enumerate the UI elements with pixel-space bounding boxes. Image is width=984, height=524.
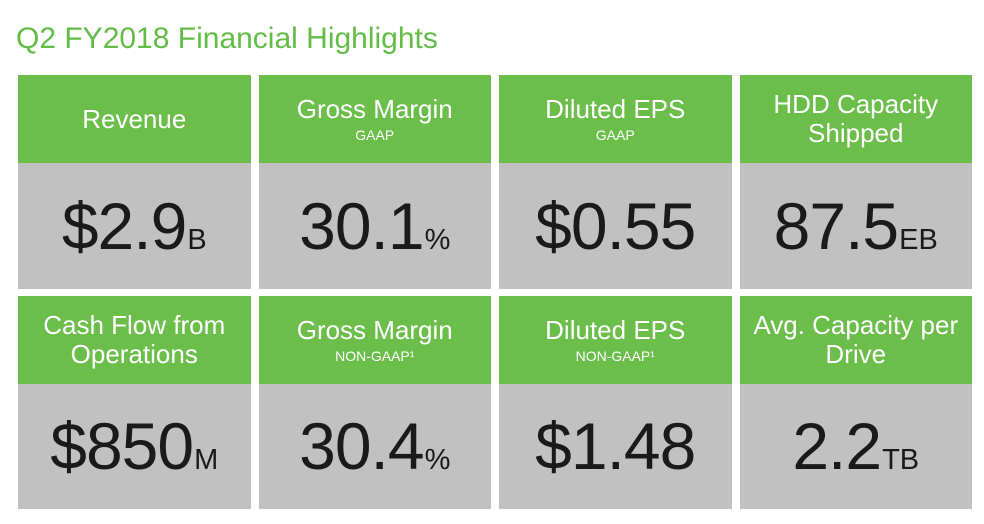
kpi-value-panel: $2.9 B <box>18 163 251 289</box>
kpi-value: $850 M <box>50 408 218 484</box>
kpi-value: 87.5 EB <box>774 188 938 264</box>
kpi-title: Diluted EPS <box>545 314 686 345</box>
kpi-header: Diluted EPS NON-GAAP¹ <box>499 295 732 384</box>
kpi-unit: B <box>187 223 207 256</box>
kpi-header: Gross Margin NON-GAAP¹ <box>258 295 491 384</box>
kpi-tile-gross-margin-non-gaap: Gross Margin NON-GAAP¹ 30.4% <box>258 295 491 509</box>
kpi-header: Avg. Capacity per Drive <box>739 295 972 384</box>
kpi-unit: % <box>424 444 451 477</box>
kpi-header: Diluted EPS GAAP <box>499 75 732 163</box>
kpi-number: $2.9 <box>61 188 187 263</box>
kpi-title: Gross Margin <box>296 94 453 124</box>
kpi-tile-diluted-eps-gaap: Diluted EPS GAAP $0.55 <box>499 75 732 289</box>
kpi-number: 30.4 <box>299 409 424 484</box>
kpi-unit: M <box>194 444 219 477</box>
kpi-tile-revenue: Revenue $2.9 B <box>18 75 251 289</box>
kpi-header: Gross Margin GAAP <box>258 75 491 163</box>
kpi-value-panel: 2.2 TB <box>739 383 972 509</box>
kpi-subtitle: GAAP <box>595 127 635 143</box>
kpi-tile-cash-flow-operations: Cash Flow from Operations $850 M <box>18 295 251 509</box>
kpi-value-panel: $1.48 <box>499 383 732 509</box>
kpi-number: $1.48 <box>535 409 696 484</box>
kpi-number: $0.55 <box>535 188 696 263</box>
kpi-value: $1.48 <box>535 408 696 484</box>
kpi-title: Diluted EPS <box>545 94 686 124</box>
kpi-tile-hdd-capacity-shipped: HDD Capacity Shipped 87.5 EB <box>739 75 972 289</box>
kpi-number: 2.2 <box>792 409 882 484</box>
kpi-value: 30.1% <box>299 188 450 264</box>
kpi-subtitle: NON-GAAP¹ <box>335 347 415 364</box>
kpi-unit: TB <box>882 444 920 477</box>
kpi-title: Cash Flow from Operations <box>43 309 226 369</box>
kpi-grid: Revenue $2.9 B Gross Margin GAAP 30.1% Di… <box>18 75 972 509</box>
kpi-value-panel: 30.4% <box>258 383 491 509</box>
kpi-value: $0.55 <box>535 188 696 264</box>
kpi-header: HDD Capacity Shipped <box>739 75 972 163</box>
kpi-value-panel: $850 M <box>18 383 251 509</box>
kpi-subtitle: NON-GAAP¹ <box>575 347 655 364</box>
kpi-value-panel: 30.1% <box>258 163 491 289</box>
kpi-title: Avg. Capacity per Drive <box>753 309 959 369</box>
kpi-tile-diluted-eps-non-gaap: Diluted EPS NON-GAAP¹ $1.48 <box>499 295 732 509</box>
kpi-header: Revenue <box>18 75 251 163</box>
kpi-title: Gross Margin <box>296 314 453 345</box>
kpi-number: 30.1 <box>299 188 424 263</box>
kpi-title: HDD Capacity Shipped <box>773 89 939 148</box>
kpi-value: $2.9 B <box>62 188 207 264</box>
kpi-value-panel: $0.55 <box>499 163 732 289</box>
kpi-unit: % <box>424 223 451 256</box>
kpi-number: $850 <box>50 409 194 484</box>
kpi-value-panel: 87.5 EB <box>739 163 972 289</box>
kpi-value: 30.4% <box>299 408 450 484</box>
kpi-value: 2.2 TB <box>792 408 919 484</box>
kpi-tile-avg-capacity-per-drive: Avg. Capacity per Drive 2.2 TB <box>739 295 972 509</box>
kpi-number: 87.5 <box>773 188 899 263</box>
kpi-title: Revenue <box>82 103 187 134</box>
page-title: Q2 FY2018 Financial Highlights <box>16 22 438 55</box>
kpi-tile-gross-margin-gaap: Gross Margin GAAP 30.1% <box>258 75 491 289</box>
kpi-header: Cash Flow from Operations <box>18 295 251 384</box>
kpi-subtitle: GAAP <box>355 127 395 143</box>
kpi-unit: EB <box>899 223 938 256</box>
